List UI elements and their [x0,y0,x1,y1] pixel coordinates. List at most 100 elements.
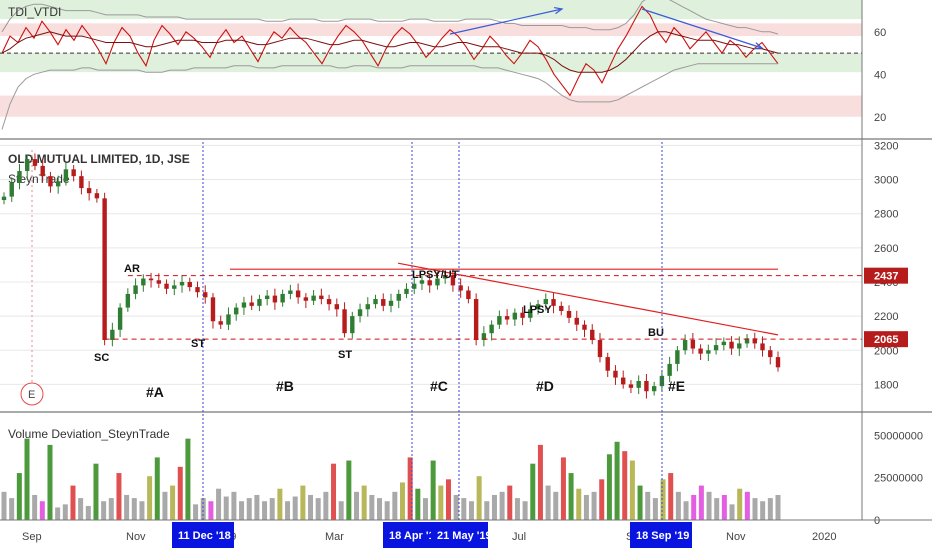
volume-bar [422,498,428,520]
volume-bar [714,498,720,520]
candle [295,290,301,298]
candle [659,375,665,387]
candle [775,357,781,368]
candle [729,341,734,349]
candle [651,386,657,392]
price-ytick-label: 2800 [874,209,898,221]
volume-bar [522,501,528,520]
volume-bar [70,485,76,520]
candle [690,340,696,349]
volume-bar [300,485,306,520]
volume-bar [185,438,191,520]
price-pane[interactable]: 18002000220024002600280030003200OLD MUTU… [0,140,908,406]
candle [373,299,378,305]
candle [94,193,100,199]
tdi-band_lower-line [1,63,778,130]
candle [481,333,487,341]
candle [17,171,22,183]
tdi-pane[interactable]: TDI_VTDI 20 40 60 [0,0,886,130]
volume-bar [476,476,482,520]
volume-ytick-label: 50000000 [874,430,923,442]
volume-bar [208,501,214,520]
candle [48,176,53,187]
volume-bar [698,485,704,520]
price-ytick-label: 2600 [874,243,898,255]
candle [365,304,370,310]
volume-bar [39,501,45,520]
volume-bar [101,501,107,520]
volume-bar [231,491,237,520]
volume-bar [645,491,651,520]
phase-label-a: #A [146,384,164,400]
volume-bar [354,491,360,520]
annotation-st: ST [191,338,205,350]
candle [156,280,161,284]
event-marker-icon[interactable] [20,382,44,406]
candle [71,169,76,177]
phase-label-d: #D [536,378,554,394]
volume-bar [737,488,743,520]
volume-bar [277,488,283,520]
tdi-rsi-line [1,5,779,97]
volume-bar [583,494,589,520]
candle [489,324,494,334]
volume-bar [32,494,38,520]
tdi-band-3 [0,95,862,117]
volume-bar [530,463,536,520]
candle [288,290,293,294]
candle [187,281,192,288]
annotation-bu: BU [648,327,664,339]
candle [179,281,185,286]
candle [210,297,216,322]
volume-bar [706,491,712,520]
volume-bar [108,498,114,520]
candle [512,312,518,320]
volume-bar [200,498,206,520]
time-tick-label: Nov [726,531,746,543]
date-highlight-label: 18 Sep '19 [636,530,689,542]
volume-bar [438,485,444,520]
date-highlight-box[interactable] [431,522,488,548]
date-highlight-label: 21 May '19 [437,530,492,542]
date-highlight-box[interactable] [630,522,692,548]
volume-bar [262,501,268,520]
volume-pane[interactable]: Volume Deviation_SteynTrade 0 25000000 5000… [1,427,923,527]
volume-bar [660,479,666,520]
candle [682,340,688,351]
candle [241,302,247,308]
volume-bar [576,488,582,520]
price-ytick-label: 1800 [874,379,898,391]
overlay [0,0,932,521]
tdi-trendline-arrow-0 [554,6,564,15]
candle [551,299,556,306]
volume-title: Volume Deviation_SteynTrade [8,427,170,441]
phase-label-e: #E [668,378,685,394]
volume-bar [47,444,53,520]
date-highlight-box[interactable] [383,522,435,548]
candle [675,350,680,364]
volume-bar [131,498,137,520]
volume-bar [285,501,291,520]
volume-bar [691,494,697,520]
volume-bar [1,491,7,520]
volume-bar [537,444,543,520]
candle [218,321,223,325]
volume-bar [315,498,321,520]
candle [566,310,572,318]
volume-bar [453,494,459,520]
candle [721,341,727,346]
tdi-ytick-label: 40 [874,69,886,81]
candle [303,297,309,301]
candle [713,345,719,351]
volume-bar [384,501,390,520]
candle [466,290,471,300]
volume-bar [193,504,199,520]
volume-bar [254,494,260,520]
phase-label-c: #C [430,378,448,394]
time-tick-label: Nov [126,531,146,543]
date-highlight-box[interactable] [172,522,234,548]
candle [473,299,479,341]
